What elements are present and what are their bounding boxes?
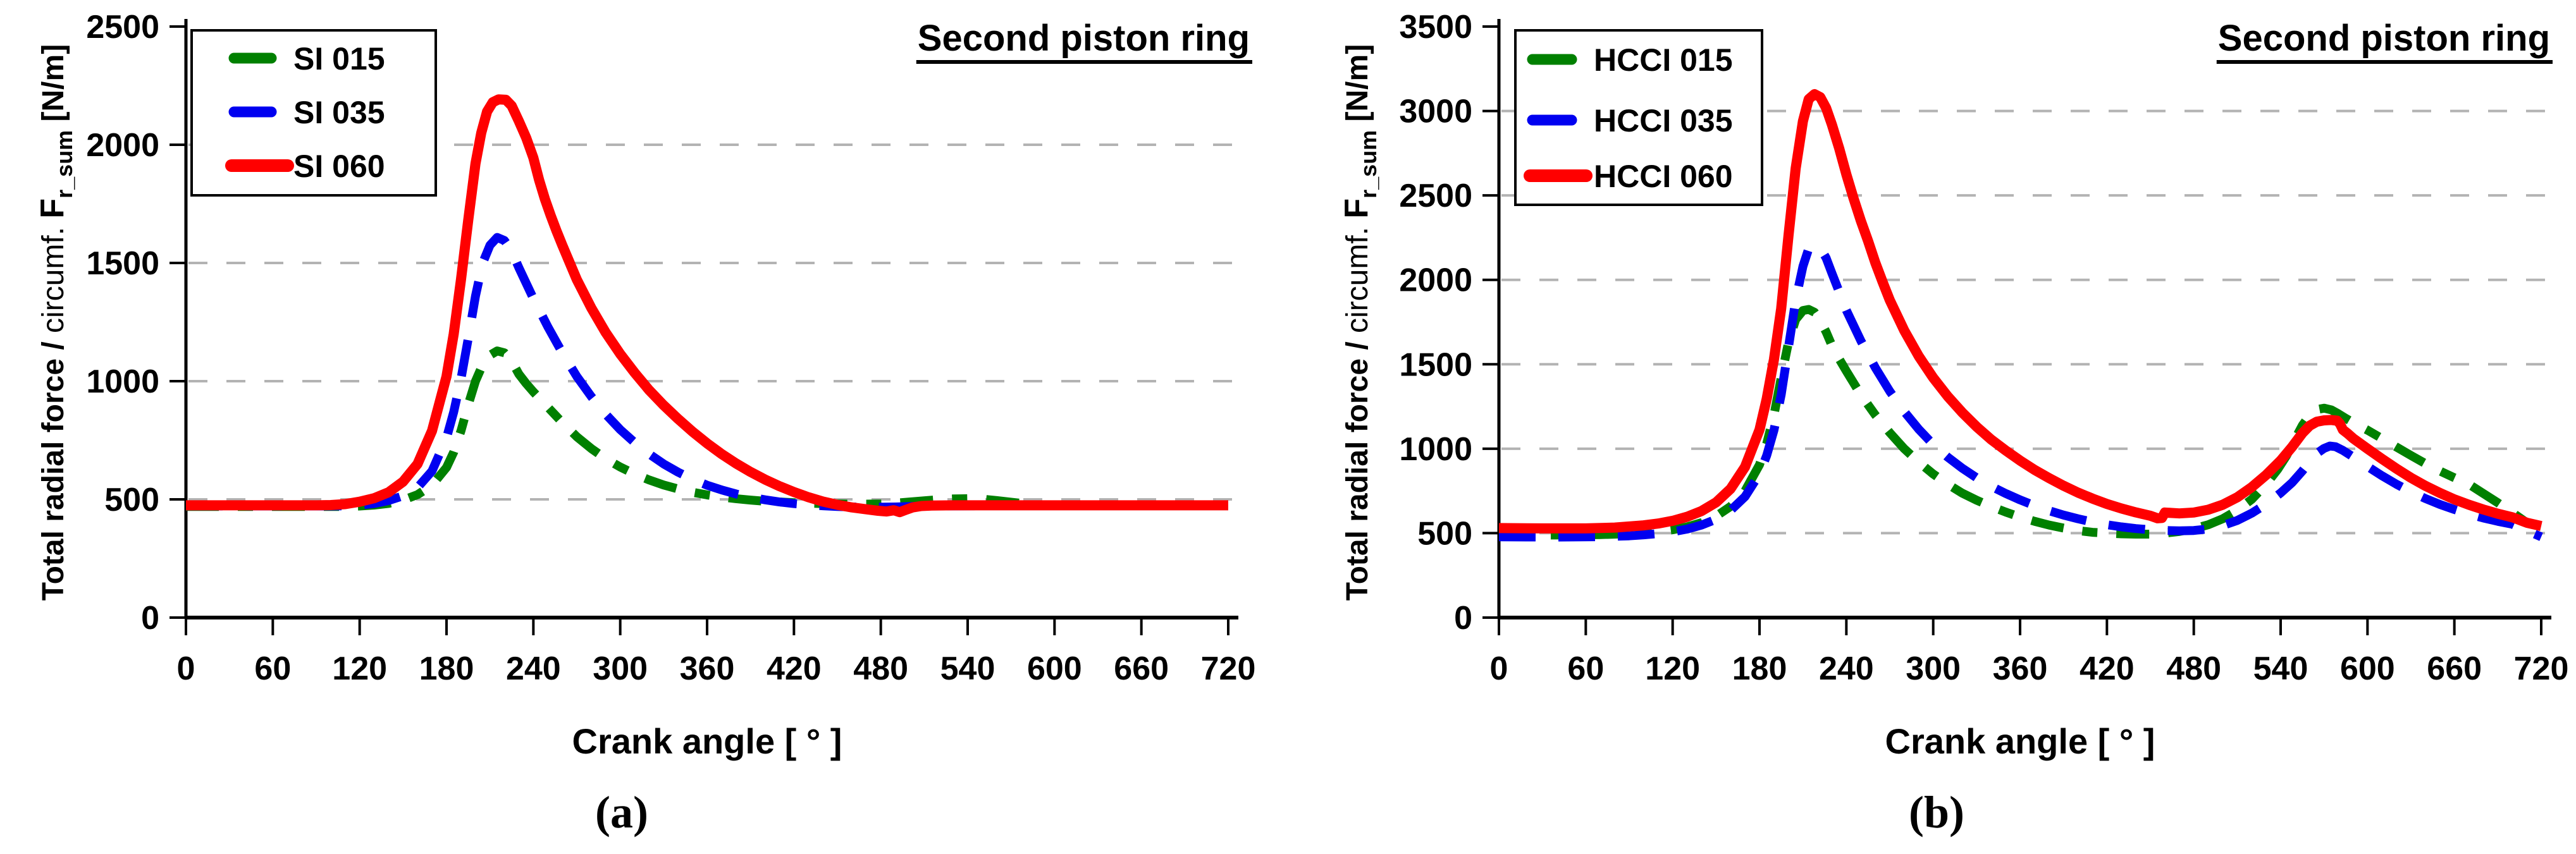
y-tick-label: 500: [104, 482, 159, 518]
series-si-060: [186, 94, 1228, 518]
y-axis-title: Total radial force / circumf. Fr_sum [N/…: [1338, 44, 1381, 601]
x-tick-label: 300: [1906, 650, 1961, 687]
y-tick-label: 1500: [86, 245, 159, 282]
x-tick-label: 420: [2080, 650, 2135, 687]
x-tick-label: 540: [2253, 650, 2308, 687]
series-hcci-035: [1498, 241, 2543, 542]
y-tick-label: 3000: [1399, 94, 1472, 130]
x-tick-label: 120: [1645, 650, 1700, 687]
y-tick-label: 2500: [86, 9, 159, 46]
x-tick-label: 180: [1732, 650, 1787, 687]
x-tick-label: 240: [1819, 650, 1874, 687]
x-tick-label: 360: [1993, 650, 2048, 687]
x-tick-label: 660: [1114, 650, 1169, 687]
series-hcci-060: [1498, 88, 2542, 534]
x-tick-label: 720: [2514, 650, 2569, 687]
y-tick-label: 3500: [1399, 9, 1472, 46]
y-tick-label: 2500: [1399, 178, 1472, 214]
y-tick-label: 2000: [1399, 262, 1472, 299]
legend-label-si-015: SI 015: [293, 41, 385, 76]
x-tick-label: 660: [2427, 650, 2482, 687]
legend-label-hcci-015: HCCI 015: [1594, 42, 1733, 78]
legend-label-si-035: SI 035: [293, 95, 385, 130]
y-tick-label: 0: [141, 600, 159, 637]
caption-b: (b): [1909, 787, 1964, 838]
x-tick-label: 0: [177, 650, 195, 687]
x-tick-label: 540: [940, 650, 995, 687]
x-tick-label: 600: [2340, 650, 2395, 687]
x-axis-title: Crank angle [ ° ]: [1885, 721, 2155, 761]
y-axis-title: Total radial force / circumf. Fr_sum [N/…: [34, 44, 77, 601]
x-tick-label: 480: [2166, 650, 2221, 687]
x-tick-label: 600: [1027, 650, 1082, 687]
x-tick-label: 420: [767, 650, 822, 687]
series-si-015: [186, 346, 1023, 511]
x-tick-label: 60: [254, 650, 291, 687]
y-tick-label: 500: [1417, 515, 1472, 552]
legend-label-hcci-035: HCCI 035: [1594, 103, 1733, 138]
x-tick-label: 300: [593, 650, 648, 687]
y-tick-label: 1500: [1399, 346, 1472, 383]
y-tick-label: 2000: [86, 127, 159, 164]
y-tick-label: 0: [1454, 600, 1472, 637]
chart-title: Second piston ring: [918, 18, 1250, 59]
x-axis-title: Crank angle [ ° ]: [572, 721, 842, 761]
y-tick-label: 1000: [1399, 431, 1472, 468]
x-tick-label: 60: [1567, 650, 1604, 687]
chart-title: Second piston ring: [2218, 18, 2550, 59]
legend-label-si-060: SI 060: [293, 149, 385, 184]
x-tick-label: 480: [853, 650, 908, 687]
x-tick-label: 360: [680, 650, 735, 687]
x-tick-label: 0: [1490, 650, 1508, 687]
y-tick-label: 1000: [86, 363, 159, 400]
x-tick-label: 120: [332, 650, 387, 687]
series-si-035: [186, 233, 1037, 512]
x-tick-label: 240: [506, 650, 561, 687]
caption-a: (a): [595, 787, 648, 838]
x-tick-label: 720: [1201, 650, 1256, 687]
legend-label-hcci-060: HCCI 060: [1594, 159, 1733, 194]
x-tick-label: 180: [419, 650, 474, 687]
